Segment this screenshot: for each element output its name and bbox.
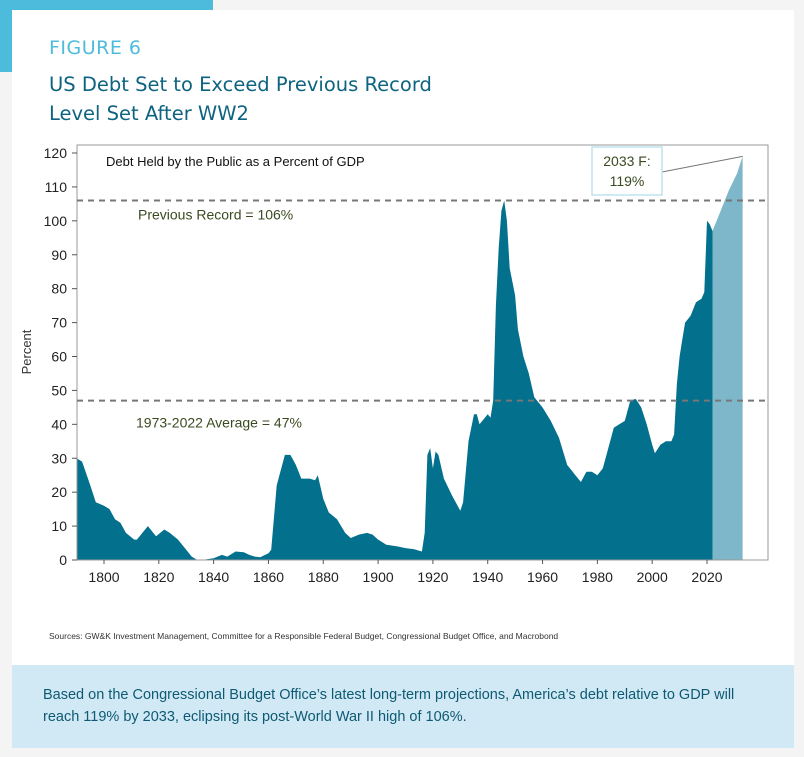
y-tick-label: 110 bbox=[45, 179, 68, 195]
y-tick-label: 60 bbox=[51, 349, 67, 365]
reference-label-box bbox=[128, 201, 326, 226]
y-tick-label: 80 bbox=[51, 281, 67, 297]
y-tick-label: 40 bbox=[51, 416, 67, 432]
x-tick-label: 1820 bbox=[143, 569, 174, 585]
reference-label-box bbox=[126, 409, 348, 434]
forecast-area bbox=[712, 156, 743, 560]
reference-label: Previous Record = 106% bbox=[138, 206, 293, 222]
y-tick-label: 30 bbox=[51, 450, 67, 466]
reference-label: 1973-2022 Average = 47% bbox=[136, 415, 302, 431]
x-tick-label: 2000 bbox=[637, 569, 668, 585]
y-tick-label: 50 bbox=[51, 382, 67, 398]
y-tick-label: 70 bbox=[51, 315, 67, 331]
debt-chart: Debt Held by the Public as a Percent of … bbox=[19, 144, 769, 585]
chart-title: Debt Held by the Public as a Percent of … bbox=[106, 154, 365, 169]
y-tick-label: 90 bbox=[51, 247, 67, 263]
y-tick-label: 100 bbox=[44, 213, 68, 229]
annotation-line2: 119% bbox=[610, 173, 645, 189]
y-tick-label: 120 bbox=[44, 145, 68, 161]
caption-box: Based on the Congressional Budget Office… bbox=[12, 665, 794, 748]
figure-label: FIGURE 6 bbox=[49, 37, 142, 59]
y-tick-label: 0 bbox=[59, 552, 67, 568]
x-tick-label: 1880 bbox=[308, 569, 339, 585]
x-tick-label: 1980 bbox=[582, 569, 613, 585]
x-tick-label: 1840 bbox=[198, 569, 229, 585]
y-tick-label: 10 bbox=[51, 518, 67, 534]
annotation-box bbox=[591, 146, 663, 196]
y-tick-label: 20 bbox=[51, 484, 67, 500]
x-tick-label: 1800 bbox=[88, 569, 119, 585]
y-axis-label: Percent bbox=[19, 329, 34, 374]
x-tick-label: 1860 bbox=[253, 569, 284, 585]
figure-title: US Debt Set to Exceed Previous Record Le… bbox=[49, 73, 432, 125]
sources-note: Sources: GW&K Investment Management, Com… bbox=[49, 631, 559, 641]
x-tick-label: 1940 bbox=[472, 569, 503, 585]
plot-frame bbox=[76, 144, 769, 561]
annotation-leader bbox=[661, 155, 743, 173]
annotation-line1: 2033 F: bbox=[603, 153, 650, 169]
x-tick-label: 1920 bbox=[417, 569, 448, 585]
historical-area bbox=[76, 200, 713, 560]
x-tick-label: 2020 bbox=[691, 569, 722, 585]
x-tick-label: 1900 bbox=[363, 569, 394, 585]
caption-text: Based on the Congressional Budget Office… bbox=[43, 687, 735, 725]
x-tick-label: 1960 bbox=[527, 569, 558, 585]
